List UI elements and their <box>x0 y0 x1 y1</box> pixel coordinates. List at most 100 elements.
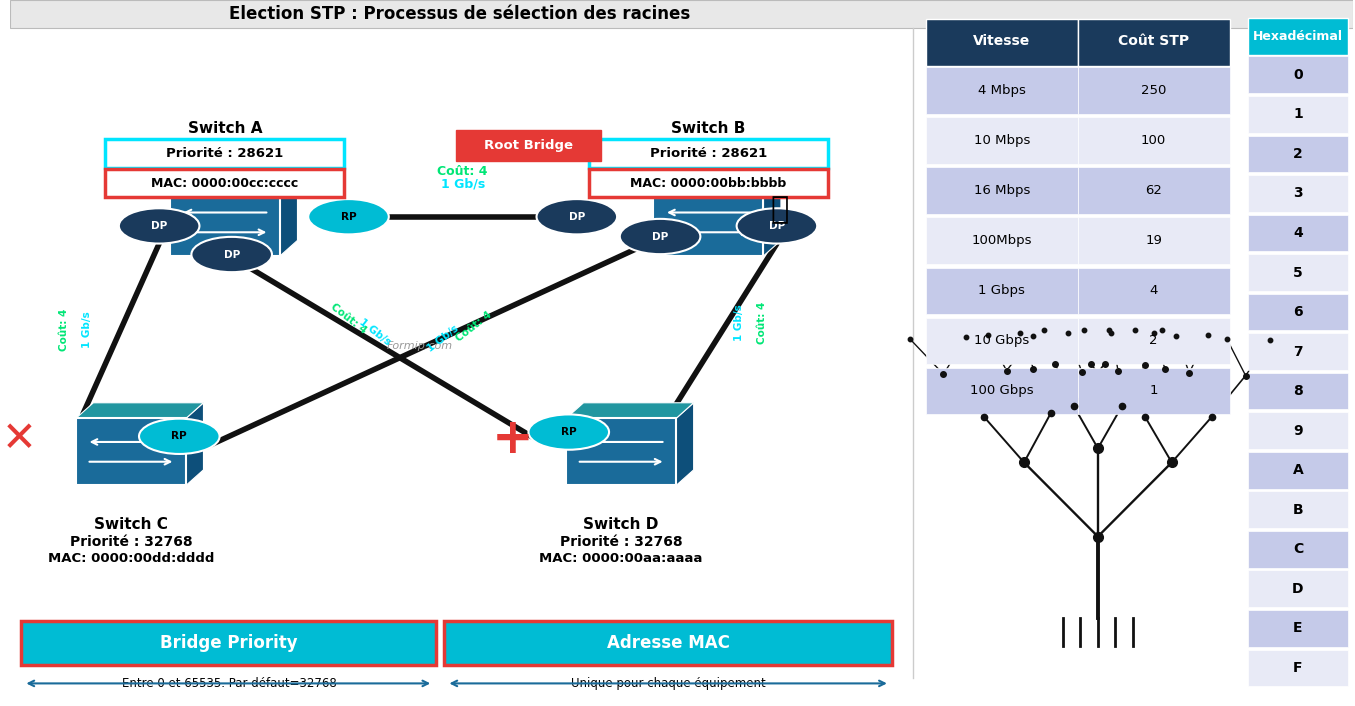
FancyBboxPatch shape <box>589 169 828 197</box>
Text: A: A <box>1293 463 1304 477</box>
Text: 100: 100 <box>1141 133 1167 147</box>
FancyBboxPatch shape <box>589 139 828 167</box>
Text: 62: 62 <box>1145 184 1163 197</box>
FancyBboxPatch shape <box>9 0 1354 28</box>
FancyBboxPatch shape <box>106 169 344 197</box>
FancyBboxPatch shape <box>1248 650 1348 686</box>
FancyBboxPatch shape <box>1077 67 1229 114</box>
Text: 👑: 👑 <box>771 195 789 225</box>
Text: Entre 0 et 65535. Par défaut=32768: Entre 0 et 65535. Par défaut=32768 <box>122 677 336 690</box>
FancyBboxPatch shape <box>925 217 1077 264</box>
Text: Priorité : 28621: Priorité : 28621 <box>650 147 767 160</box>
FancyBboxPatch shape <box>925 368 1077 414</box>
Text: DP: DP <box>224 249 240 260</box>
Text: D: D <box>1293 582 1304 596</box>
Polygon shape <box>280 173 298 256</box>
Polygon shape <box>76 402 203 418</box>
Text: B: B <box>1293 503 1304 517</box>
FancyBboxPatch shape <box>1248 412 1348 449</box>
Text: 1 Gb/s: 1 Gb/s <box>425 323 461 354</box>
Text: 100 Gbps: 100 Gbps <box>970 384 1034 397</box>
Text: ✕: ✕ <box>3 418 37 460</box>
Text: DP: DP <box>652 232 668 241</box>
Text: Switch A: Switch A <box>188 121 263 136</box>
Ellipse shape <box>619 219 701 254</box>
FancyBboxPatch shape <box>106 139 344 167</box>
Polygon shape <box>676 402 694 486</box>
Ellipse shape <box>737 208 817 244</box>
FancyBboxPatch shape <box>1248 175 1348 212</box>
Text: RP: RP <box>561 427 577 437</box>
Text: Hexadécimal: Hexadécimal <box>1253 30 1343 42</box>
Text: 3: 3 <box>1293 186 1302 201</box>
FancyBboxPatch shape <box>76 418 186 486</box>
FancyBboxPatch shape <box>1248 373 1348 409</box>
Text: MAC: 0000:00bb:bbbb: MAC: 0000:00bb:bbbb <box>630 176 786 190</box>
FancyBboxPatch shape <box>1248 610 1348 647</box>
Text: 4 Mbps: 4 Mbps <box>978 83 1026 97</box>
Text: MAC: 0000:00dd:dddd: MAC: 0000:00dd:dddd <box>47 551 214 565</box>
Text: Priorité : 32768: Priorité : 32768 <box>560 535 683 549</box>
Text: E: E <box>1293 621 1302 635</box>
FancyBboxPatch shape <box>1248 531 1348 568</box>
Polygon shape <box>566 402 694 418</box>
FancyBboxPatch shape <box>1248 294 1348 330</box>
Text: DP: DP <box>569 212 585 222</box>
FancyBboxPatch shape <box>1248 254 1348 291</box>
Text: 1 Gb/s: 1 Gb/s <box>358 316 393 347</box>
FancyBboxPatch shape <box>566 418 676 486</box>
Text: Priorité : 28621: Priorité : 28621 <box>167 147 283 160</box>
FancyBboxPatch shape <box>444 621 893 665</box>
FancyBboxPatch shape <box>925 268 1077 314</box>
FancyBboxPatch shape <box>1248 333 1348 370</box>
Text: Switch B: Switch B <box>671 121 745 136</box>
FancyBboxPatch shape <box>1077 167 1229 214</box>
Text: 1 Gb/s: 1 Gb/s <box>734 304 744 342</box>
Text: F: F <box>1293 661 1302 675</box>
Polygon shape <box>186 402 203 486</box>
Polygon shape <box>653 173 780 189</box>
FancyBboxPatch shape <box>1248 491 1348 528</box>
FancyBboxPatch shape <box>1248 56 1348 93</box>
Text: Coût: 4: Coût: 4 <box>454 309 493 343</box>
Text: 2: 2 <box>1149 334 1159 347</box>
Text: Switch C: Switch C <box>93 517 168 532</box>
FancyBboxPatch shape <box>1248 452 1348 489</box>
FancyBboxPatch shape <box>1077 117 1229 164</box>
FancyBboxPatch shape <box>1077 268 1229 314</box>
Ellipse shape <box>528 414 608 450</box>
Text: 1: 1 <box>1149 384 1159 397</box>
FancyBboxPatch shape <box>1077 318 1229 364</box>
Text: Vitesse: Vitesse <box>973 34 1031 47</box>
Text: 9: 9 <box>1293 424 1302 438</box>
Text: DP: DP <box>768 221 785 231</box>
Text: 1 Gb/s: 1 Gb/s <box>81 311 92 349</box>
Polygon shape <box>169 173 298 189</box>
FancyBboxPatch shape <box>1248 96 1348 133</box>
Text: Formip.com: Formip.com <box>386 341 453 351</box>
Text: 0: 0 <box>1293 68 1302 82</box>
FancyBboxPatch shape <box>1077 368 1229 414</box>
Ellipse shape <box>140 419 220 454</box>
Text: Coût: 4: Coût: 4 <box>757 301 767 345</box>
Text: 250: 250 <box>1141 83 1167 97</box>
Text: +: + <box>492 415 534 463</box>
Text: Coût: 4: Coût: 4 <box>58 309 69 352</box>
Ellipse shape <box>308 199 389 234</box>
FancyBboxPatch shape <box>1077 19 1229 66</box>
FancyBboxPatch shape <box>1248 570 1348 607</box>
FancyBboxPatch shape <box>169 189 280 256</box>
FancyBboxPatch shape <box>1248 215 1348 251</box>
Text: Coût STP: Coût STP <box>1118 34 1190 47</box>
FancyBboxPatch shape <box>1248 18 1348 55</box>
Text: 16 Mbps: 16 Mbps <box>974 184 1030 197</box>
FancyBboxPatch shape <box>455 130 602 161</box>
Text: 100Mbps: 100Mbps <box>972 234 1033 247</box>
Text: 10 Mbps: 10 Mbps <box>974 133 1030 147</box>
FancyBboxPatch shape <box>1248 136 1348 172</box>
FancyBboxPatch shape <box>925 117 1077 164</box>
FancyBboxPatch shape <box>925 318 1077 364</box>
Text: Coût: 4: Coût: 4 <box>329 302 369 336</box>
Text: Unique pour chaque équipement: Unique pour chaque équipement <box>570 677 766 690</box>
Polygon shape <box>763 173 780 256</box>
